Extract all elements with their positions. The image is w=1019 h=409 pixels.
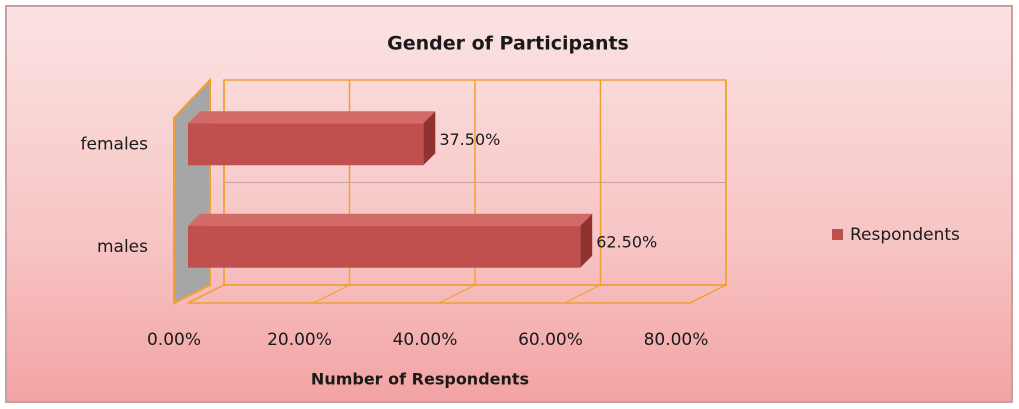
grid-line — [187, 284, 225, 304]
chart-title: Gender of Participants — [387, 33, 629, 55]
bar — [188, 123, 424, 166]
bar-top — [188, 213, 593, 226]
y-tick-label: females — [81, 134, 149, 154]
x-tick-label: 20.00% — [267, 330, 332, 350]
x-axis-label: Number of Respondents — [311, 370, 529, 389]
bar-side — [580, 213, 593, 268]
y-tick-label: males — [97, 237, 148, 257]
bar-top — [188, 111, 436, 124]
bar — [188, 225, 581, 268]
grid-line — [689, 284, 727, 304]
x-tick-label: 60.00% — [518, 330, 583, 350]
data-label: 37.50% — [439, 130, 500, 149]
grid-line — [564, 284, 601, 304]
bar-side — [423, 111, 436, 166]
x-tick-label: 80.00% — [644, 330, 709, 350]
grid-line — [438, 284, 476, 304]
legend-label: Respondents — [850, 225, 960, 245]
grid-line — [313, 284, 350, 304]
x-tick-label: 40.00% — [393, 330, 458, 350]
data-label: 62.50% — [596, 232, 657, 251]
x-tick-label: 0.00% — [147, 330, 201, 350]
legend-swatch — [832, 229, 843, 240]
